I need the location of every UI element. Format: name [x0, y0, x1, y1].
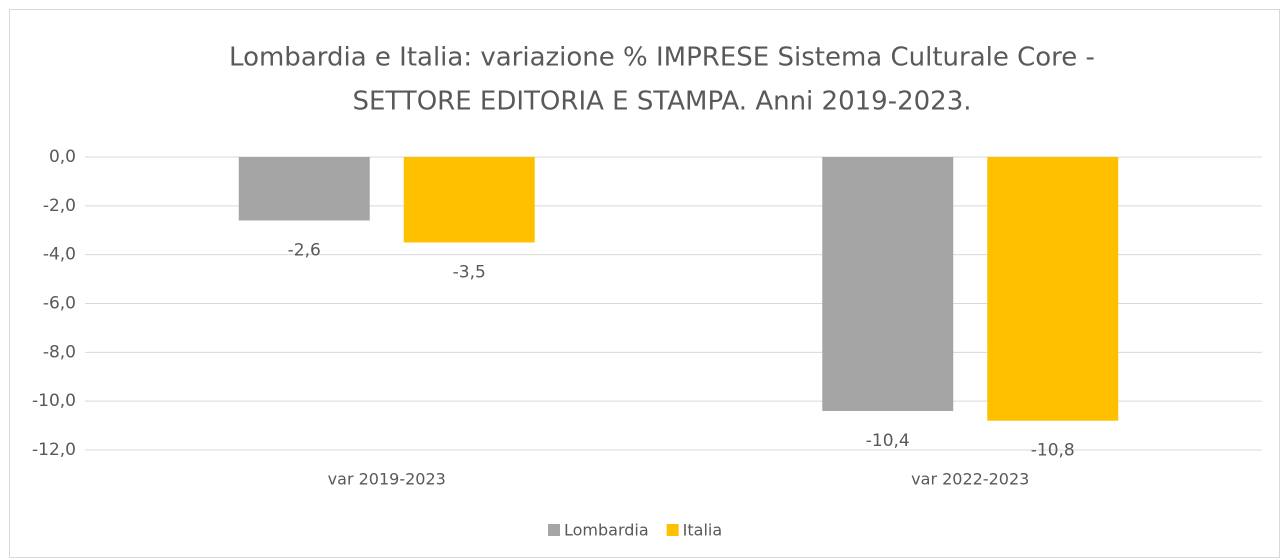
- y-tick-label: -2,0: [43, 196, 76, 216]
- x-tick-label: var 2019-2023: [328, 470, 446, 489]
- bar: [238, 157, 370, 221]
- data-label: -10,4: [866, 431, 910, 451]
- chart-title: Lombardia e Italia: variazione % IMPRESE…: [229, 43, 1095, 73]
- bar: [403, 157, 535, 243]
- chart-title: SETTORE EDITORIA E STAMPA. Anni 2019-202…: [352, 87, 971, 117]
- y-tick-label: 0,0: [49, 147, 76, 167]
- y-tick-label: -12,0: [32, 440, 76, 460]
- legend-label: Italia: [683, 521, 723, 540]
- legend-label: Lombardia: [564, 521, 649, 540]
- data-label: -2,6: [288, 240, 321, 260]
- legend-swatch: [548, 524, 560, 536]
- data-label: -3,5: [453, 262, 486, 282]
- bar: [822, 157, 954, 411]
- legend-swatch: [666, 524, 679, 536]
- bar: [987, 157, 1119, 421]
- y-tick-label: -4,0: [43, 245, 76, 265]
- y-tick-label: -6,0: [43, 294, 76, 314]
- y-tick-label: -8,0: [43, 342, 76, 362]
- y-tick-label: -10,0: [32, 391, 76, 411]
- data-label: -10,8: [1031, 441, 1075, 461]
- x-tick-label: var 2022-2023: [911, 470, 1029, 489]
